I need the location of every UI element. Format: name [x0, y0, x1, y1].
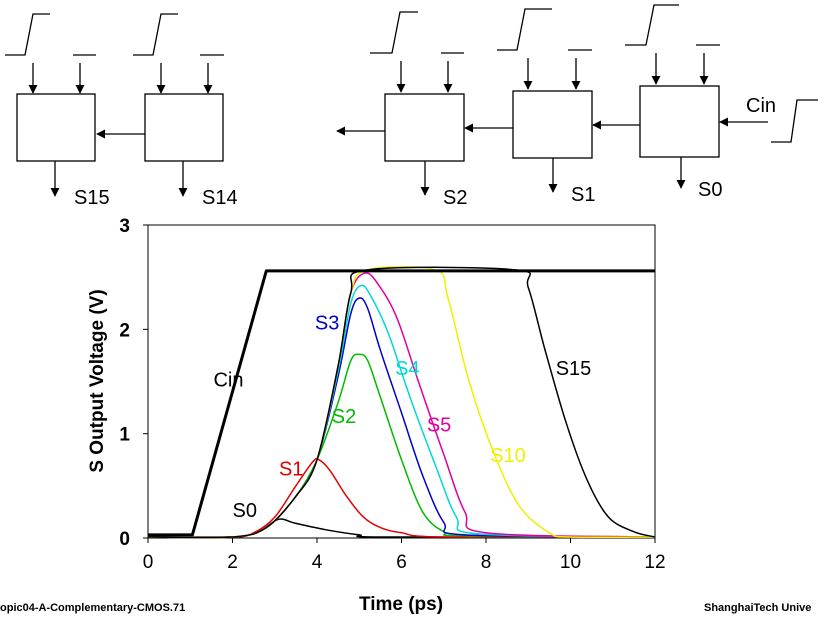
- x-tick-label: 6: [396, 552, 407, 573]
- series-line-cin: [148, 269, 655, 537]
- output-label-s14: S14: [202, 187, 238, 209]
- input-rising-edge-icon: [5, 13, 50, 56]
- x-tick-label: 4: [312, 552, 323, 573]
- series-lines: [147, 265, 656, 539]
- y-tick-label: 3: [119, 216, 130, 237]
- series-line-s0: [147, 518, 656, 538]
- adder-block-s14: [96, 13, 224, 197]
- series-line-s10: [147, 265, 656, 539]
- x-tick-label: 0: [143, 552, 154, 573]
- x-tick-label: 10: [560, 552, 581, 573]
- y-tick-label: 1: [119, 425, 130, 446]
- series-label-s2: S2: [332, 406, 356, 428]
- series-label-cin: Cin: [213, 370, 243, 392]
- y-axis-label: S Output Voltage (V): [87, 289, 108, 472]
- adder-block-s0: [625, 4, 818, 189]
- adder-block-s2: [336, 11, 513, 196]
- series-labels: Cin S0 S1 S2 S3 S4 S5 S10 S15: [213, 312, 591, 522]
- x-tick-label: 2: [227, 552, 238, 573]
- x-tick-label: 12: [644, 552, 665, 573]
- output-label-s0: S0: [698, 179, 722, 201]
- x-tick-label: 8: [481, 552, 492, 573]
- series-label-s10: S10: [490, 445, 526, 467]
- input-rising-edge-icon: [370, 11, 418, 54]
- full-adder-box: [639, 85, 720, 158]
- output-label-s1: S1: [571, 184, 595, 206]
- series-label-s15: S15: [556, 358, 592, 380]
- full-adder-box: [16, 93, 96, 162]
- x-axis-ticks: 0 2 4 6 8 10 12: [143, 538, 666, 573]
- y-axis-ticks: 0 1 2 3: [119, 216, 148, 550]
- footer-left: opic04-A-Complementary-CMOS.71: [0, 602, 186, 614]
- full-adder-box: [144, 93, 224, 162]
- output-label-s15: S15: [74, 187, 110, 209]
- series-label-s5: S5: [427, 415, 451, 437]
- input-rising-edge-icon: [133, 13, 178, 56]
- y-tick-label: 2: [119, 320, 130, 341]
- input-rising-edge-icon: [497, 8, 552, 51]
- carry-in-label: Cin: [746, 95, 776, 117]
- series-label-s1: S1: [279, 458, 303, 480]
- series-line-s5: [147, 272, 656, 539]
- series-label-s0: S0: [233, 500, 257, 522]
- ripple-carry-adder-diagram: S15 S14 S2 S1: [5, 4, 818, 209]
- series-label-s3: S3: [315, 312, 339, 334]
- series-label-s4: S4: [395, 358, 419, 380]
- x-axis-label: Time (ps): [359, 594, 443, 615]
- output-label-s2: S2: [443, 187, 467, 209]
- adder-block-s15: [5, 13, 96, 197]
- series-line-s1: [147, 457, 656, 539]
- footer-right: ShanghaiTech Unive: [704, 602, 812, 614]
- series-line-s15: [147, 266, 656, 539]
- adder-block-s1: [497, 8, 640, 193]
- carry-in-rising-edge-icon: [771, 99, 818, 143]
- y-tick-label: 0: [119, 529, 130, 550]
- input-rising-edge-icon: [625, 4, 679, 46]
